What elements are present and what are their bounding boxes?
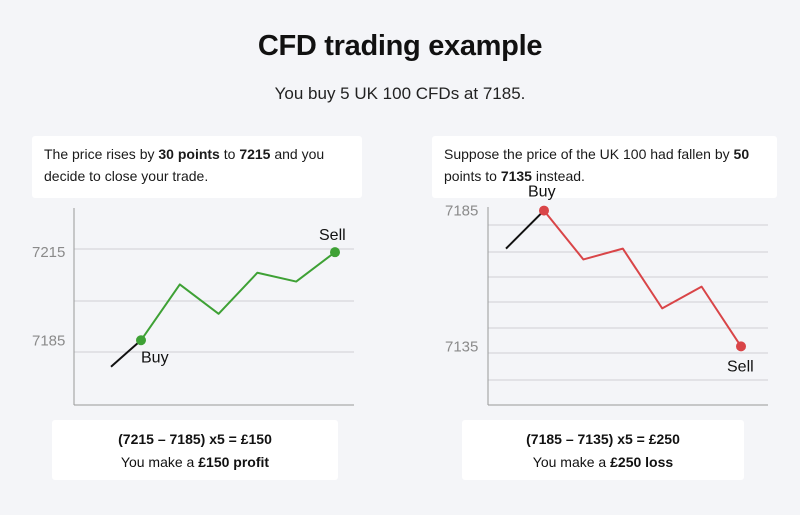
right-result-pre: You make a <box>532 454 611 470</box>
right-chart-sell-point <box>736 341 746 352</box>
left-result-pre: You make a <box>120 454 199 470</box>
left-chart-entry-line <box>110 339 142 368</box>
right-description-card <box>432 136 777 198</box>
left-result-summary: You make a £150 profit <box>52 451 338 474</box>
left-description-card <box>32 136 362 198</box>
right-chart-y-tick-label: 7185 <box>445 203 478 220</box>
left-result: (7215 – 7185) x5 = £150 You make a £150 … <box>52 428 338 474</box>
right-chart-buy-point <box>539 205 549 216</box>
right-result-card <box>462 420 744 480</box>
left-desc-mid: to <box>219 146 240 162</box>
right-desc-mid: points to <box>444 168 501 184</box>
left-result-card <box>52 420 338 480</box>
right-description: Suppose the price of the UK 100 had fall… <box>444 143 774 187</box>
right-desc-price: 7135 <box>500 168 532 184</box>
right-desc-post: instead. <box>531 168 585 184</box>
left-desc-price: 7215 <box>239 146 271 162</box>
right-chart-buy-label: Buy <box>528 184 556 201</box>
right-desc-pre: Suppose the price of the UK 100 had fall… <box>444 146 734 162</box>
right-result-formula: (7185 – 7135) x5 = £250 <box>526 431 680 447</box>
left-result-amount: £150 profit <box>198 454 270 470</box>
left-chart-y-tick-label: 7215 <box>32 244 65 261</box>
right-result: (7185 – 7135) x5 = £250 You make a £250 … <box>462 428 744 474</box>
page-subtitle: You buy 5 UK 100 CFDs at 7185. <box>274 84 526 103</box>
left-description: The price rises by 30 points to 7215 and… <box>44 143 344 187</box>
right-chart-y-tick-label: 7135 <box>445 338 478 355</box>
left-chart-buy-label: Buy <box>141 349 169 366</box>
right-result-summary: You make a £250 loss <box>462 451 744 474</box>
left-chart-buy-point <box>136 335 146 346</box>
left-chart-sell-point <box>330 247 340 258</box>
right-chart-sell-label: Sell <box>727 358 754 375</box>
right-result-amount: £250 loss <box>610 454 674 470</box>
left-chart-sell-label: Sell <box>319 227 346 244</box>
left-result-formula: (7215 – 7185) x5 = £150 <box>118 431 272 447</box>
left-desc-pre: The price rises by <box>44 146 159 162</box>
profit-chart: 7215 7185 Buy Sell <box>32 208 354 406</box>
right-chart-entry-line <box>505 209 545 250</box>
loss-chart: 7185 7135 Buy Sell <box>445 184 768 406</box>
page-title: CFD trading example <box>257 30 543 62</box>
left-desc-post: and you decide to close your trade. <box>44 146 325 184</box>
left-chart-y-tick-label: 7185 <box>32 332 65 349</box>
right-chart-price-line <box>543 209 742 347</box>
left-chart-price-line <box>140 251 336 341</box>
right-desc-points: 50 <box>733 146 750 162</box>
left-desc-points: 30 points <box>158 146 220 162</box>
